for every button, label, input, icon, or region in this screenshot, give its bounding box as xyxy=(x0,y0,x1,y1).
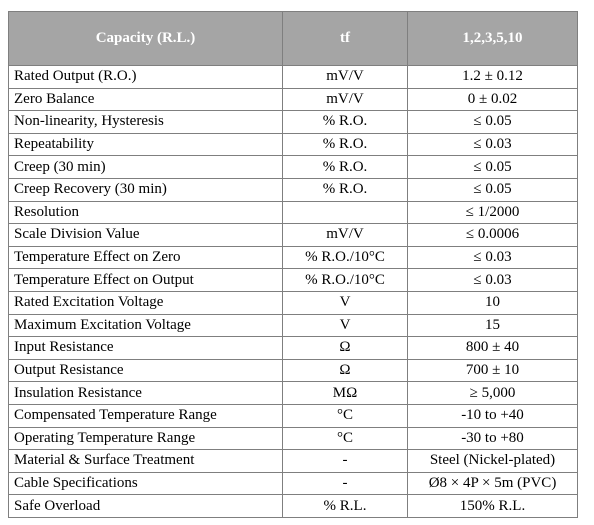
table-row: Non-linearity, Hysteresis% R.O. ≤ 0.05 xyxy=(8,110,578,134)
table-row: Maximum Excitation Voltage V 15 xyxy=(8,313,578,338)
table-row: Output Resistance Ω 700 ± 10 xyxy=(8,358,578,383)
table-cell: ≤ 0.05 xyxy=(407,155,578,179)
table-cell: Cable Specifications xyxy=(8,471,283,496)
table-body: Rated Output (R.O.) mV/V 1.2 ± 0.12 Zero Ba… xyxy=(8,65,578,518)
table-cell: Insulation Resistance xyxy=(8,381,283,405)
table-row: Temperature Effect on Zero% R.O./10°C ≤ 0… xyxy=(8,245,578,270)
table-cell: ≤ 0.05 xyxy=(407,110,578,134)
table-cell: 15 xyxy=(407,313,578,338)
table-cell: % R.O. xyxy=(282,110,408,134)
table-cell: Input Resistance xyxy=(8,336,283,360)
table-cell: Ω xyxy=(282,336,408,360)
table-row: Insulation Resistance MΩ ≥ 5,000 xyxy=(8,381,578,405)
table-row: Rated Excitation Voltage V 10 xyxy=(8,290,578,315)
table-row: Rated Output (R.O.) mV/V 1.2 ± 0.12 xyxy=(8,65,578,89)
table-cell: Ω xyxy=(282,358,408,383)
header-cell: 1,2,3,5,10 xyxy=(407,11,578,66)
header-cell: Capacity (R.L.) xyxy=(8,11,283,66)
table-cell: ≤ 1/2000 xyxy=(407,200,578,225)
table-cell: Steel (Nickel-plated) xyxy=(407,449,578,473)
table-row: Resolution ≤ 1/2000 xyxy=(8,200,578,225)
table-header: Capacity (R.L.) tf 1,2,3,5,10 xyxy=(8,11,578,66)
table-cell: °C xyxy=(282,403,408,428)
table-cell: Rated Output (R.O.) xyxy=(8,65,283,89)
table-cell: Ø8 × 4P × 5m (PVC) xyxy=(407,471,578,496)
table-cell: Temperature Effect on Output xyxy=(8,268,283,292)
table-row: Zero Balance mV/V 0 ± 0.02 xyxy=(8,87,578,112)
table-cell: Safe Overload xyxy=(8,494,283,518)
table-cell: 700 ± 10 xyxy=(407,358,578,383)
table-cell: ≤ 0.03 xyxy=(407,268,578,292)
header-cell: tf xyxy=(282,11,408,66)
table-cell: 150% R.L. xyxy=(407,494,578,518)
table-cell: 1.2 ± 0.12 xyxy=(407,65,578,89)
table-cell: ≥ 5,000 xyxy=(407,381,578,405)
table-row: Creep (30 min)% R.O. ≤ 0.05 xyxy=(8,155,578,179)
table-row: Input Resistance Ω 800 ± 40 xyxy=(8,336,578,360)
table-cell: % R.L. xyxy=(282,494,408,518)
table-cell: Repeatability xyxy=(8,132,283,157)
spec-table: Capacity (R.L.) tf 1,2,3,5,10 Rated Output… xyxy=(8,11,578,518)
table-cell: ≤ 0.03 xyxy=(407,132,578,157)
table-row: Safe Overload% R.L. 150% R.L. xyxy=(8,494,578,518)
table-row: Creep Recovery (30 min)% R.O. ≤ 0.05 xyxy=(8,177,578,202)
table-cell: Creep (30 min) xyxy=(8,155,283,179)
table-cell: V xyxy=(282,290,408,315)
table-cell: % R.O./10°C xyxy=(282,245,408,270)
table-cell: 10 xyxy=(407,290,578,315)
table-cell: V xyxy=(282,313,408,338)
table-cell: Creep Recovery (30 min) xyxy=(8,177,283,202)
table-cell: mV/V xyxy=(282,65,408,89)
table-cell: % R.O./10°C xyxy=(282,268,408,292)
table-cell: Output Resistance xyxy=(8,358,283,383)
table-cell: mV/V xyxy=(282,87,408,112)
table-cell: Zero Balance xyxy=(8,87,283,112)
table-cell: -30 to +80 xyxy=(407,426,578,451)
table-row: Material & Surface Treatment - Steel (Nick… xyxy=(8,449,578,473)
table-cell: Material & Surface Treatment xyxy=(8,449,283,473)
table-cell: 0 ± 0.02 xyxy=(407,87,578,112)
table-cell: - xyxy=(282,449,408,473)
table-cell: Maximum Excitation Voltage xyxy=(8,313,283,338)
table-cell: Operating Temperature Range xyxy=(8,426,283,451)
table-cell: Compensated Temperature Range xyxy=(8,403,283,428)
table-cell: ≤ 0.03 xyxy=(407,245,578,270)
header-row: Capacity (R.L.) tf 1,2,3,5,10 xyxy=(8,11,578,66)
table-cell: Rated Excitation Voltage xyxy=(8,290,283,315)
table-row: Repeatability% R.O. ≤ 0.03 xyxy=(8,132,578,157)
table-cell: °C xyxy=(282,426,408,451)
table-row: Compensated Temperature Range °C -10 to +4… xyxy=(8,403,578,428)
table-row: Operating Temperature Range °C -30 to +80 xyxy=(8,426,578,451)
table-cell: Non-linearity, Hysteresis xyxy=(8,110,283,134)
table-cell: mV/V xyxy=(282,223,408,247)
table-row: Cable Specifications - Ø8 × 4P × 5m (PVC) xyxy=(8,471,578,496)
table-cell: 800 ± 40 xyxy=(407,336,578,360)
table-cell: -10 to +40 xyxy=(407,403,578,428)
table-cell xyxy=(282,200,408,225)
table-cell: Temperature Effect on Zero xyxy=(8,245,283,270)
table-cell: ≤ 0.05 xyxy=(407,177,578,202)
table-row: Temperature Effect on Output% R.O./10°C ≤… xyxy=(8,268,578,292)
table-cell: Resolution xyxy=(8,200,283,225)
table-row: Scale Division Value mV/V ≤ 0.0006 xyxy=(8,223,578,247)
table-cell: % R.O. xyxy=(282,177,408,202)
table-cell: Scale Division Value xyxy=(8,223,283,247)
table-cell: MΩ xyxy=(282,381,408,405)
table-cell: - xyxy=(282,471,408,496)
table-cell: ≤ 0.0006 xyxy=(407,223,578,247)
table-cell: % R.O. xyxy=(282,132,408,157)
table-cell: % R.O. xyxy=(282,155,408,179)
